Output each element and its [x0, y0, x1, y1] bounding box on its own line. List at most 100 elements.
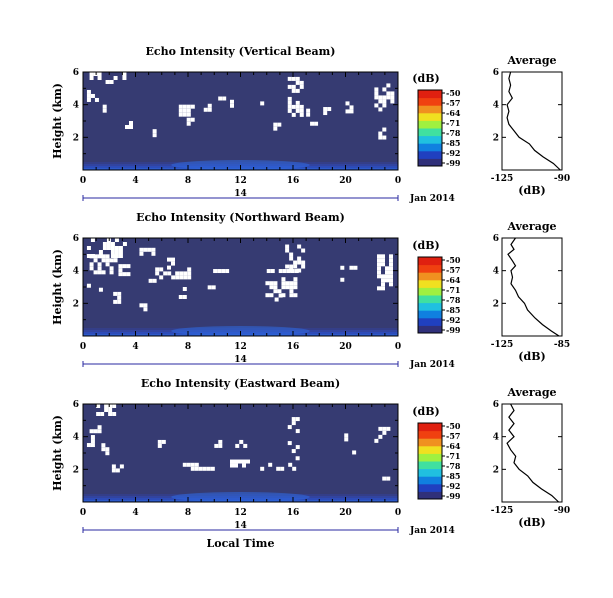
- no-data-cell: [293, 293, 298, 298]
- no-data-region: [323, 107, 332, 116]
- no-data-cell: [118, 254, 123, 258]
- heatmap-field: [83, 72, 398, 170]
- average-title: Average: [506, 54, 556, 67]
- no-data-cell: [102, 108, 107, 113]
- no-data-region: [139, 247, 156, 256]
- x-tick-label: 8: [185, 176, 191, 186]
- no-data-region: [340, 265, 345, 282]
- average-y-tick-label: 4: [493, 101, 499, 111]
- colorbar-segment: [418, 430, 442, 439]
- no-data-cell: [242, 459, 246, 464]
- no-data-cell: [285, 285, 290, 290]
- no-data-cell: [389, 254, 393, 259]
- heatmap-field: [83, 404, 398, 502]
- no-data-cell: [186, 104, 191, 109]
- no-data-cell: [374, 87, 379, 92]
- no-data-region: [285, 244, 306, 273]
- colorbar-segment: [418, 90, 442, 99]
- no-data-cell: [306, 112, 311, 117]
- no-data-region: [186, 117, 195, 126]
- average-y-tick-label: 4: [493, 433, 499, 443]
- x-tick-label: 12: [234, 342, 247, 352]
- no-data-cell: [273, 122, 278, 127]
- no-data-region: [266, 269, 299, 274]
- no-data-cell: [382, 127, 387, 132]
- x-tick-label: 8: [185, 342, 191, 352]
- no-data-cell: [377, 274, 381, 279]
- no-data-cell: [182, 104, 187, 109]
- colorbar-tick-label: -92: [446, 481, 460, 491]
- no-data-cell: [281, 293, 286, 298]
- no-data-region: [157, 439, 166, 448]
- no-data-cell: [143, 303, 148, 308]
- no-data-cell: [118, 268, 123, 273]
- no-data-cell: [114, 246, 119, 250]
- no-data-cell: [106, 242, 111, 246]
- no-data-cell: [98, 287, 103, 292]
- no-data-cell: [293, 281, 298, 286]
- no-data-cell: [105, 451, 110, 456]
- no-data-region: [213, 269, 230, 274]
- no-data-cell: [105, 262, 110, 267]
- no-data-cell: [97, 254, 102, 259]
- no-data-cell: [295, 456, 300, 461]
- y-tick-label: 4: [73, 101, 79, 111]
- x-tick-label: 4: [132, 176, 138, 186]
- no-data-cell: [175, 275, 180, 280]
- average-y-tick-label: 2: [493, 299, 499, 309]
- no-data-region: [344, 433, 349, 442]
- no-data-cell: [86, 443, 91, 448]
- no-data-cell: [101, 443, 106, 448]
- no-data-cell: [207, 103, 212, 108]
- average-x-axis-label: (dB): [518, 184, 545, 197]
- no-data-cell: [182, 287, 187, 291]
- no-data-cell: [301, 248, 306, 253]
- no-data-cell: [291, 104, 296, 109]
- no-data-cell: [110, 242, 115, 246]
- x-axis-label: Local Time: [207, 537, 275, 550]
- no-data-cell: [382, 430, 387, 435]
- no-data-cell: [281, 281, 286, 286]
- colorbar-tick-label: -85: [446, 305, 460, 315]
- x-tick-label: 16: [287, 342, 300, 352]
- no-data-region: [287, 76, 304, 117]
- colorbar: (dB) -50-57-64-71-78-85-92-99: [412, 405, 461, 501]
- no-data-region: [352, 450, 357, 455]
- no-data-cell: [297, 244, 302, 249]
- no-data-cell: [86, 283, 91, 288]
- average-x-tick-label: -90: [554, 506, 570, 516]
- no-data-cell: [186, 108, 191, 113]
- no-data-cell: [152, 278, 157, 283]
- no-data-cell: [190, 466, 195, 471]
- no-data-cell: [386, 83, 391, 88]
- no-data-cell: [129, 121, 133, 125]
- no-data-cell: [289, 289, 294, 294]
- no-data-cell: [274, 297, 279, 302]
- no-data-cell: [122, 76, 127, 80]
- colorbar-segment: [418, 453, 442, 462]
- colorbar-segment: [418, 105, 442, 114]
- no-data-cell: [186, 121, 191, 126]
- no-data-cell: [273, 281, 278, 286]
- no-data-cell: [378, 95, 383, 100]
- no-data-cell: [345, 109, 350, 114]
- no-data-cell: [293, 260, 298, 265]
- no-data-cell: [86, 246, 91, 250]
- colorbar-segment: [418, 445, 442, 454]
- colorbar-tick-label: -85: [446, 138, 460, 148]
- no-data-cell: [299, 104, 304, 109]
- no-data-cell: [104, 408, 109, 412]
- panel-title: Echo Intensity (Eastward Beam): [141, 377, 340, 390]
- no-data-cell: [93, 258, 98, 263]
- no-data-cell: [314, 121, 319, 126]
- colorbar-segment: [418, 302, 442, 311]
- colorbar-tick-label: -50: [446, 255, 461, 265]
- no-data-cell: [295, 108, 300, 113]
- no-data-cell: [287, 425, 292, 430]
- average-x-tick-label: -90: [554, 174, 570, 184]
- no-data-cell: [386, 91, 391, 96]
- no-data-cell: [291, 417, 296, 422]
- no-data-cell: [112, 404, 117, 408]
- no-data-region: [265, 277, 298, 298]
- colorbar-tick-label: -71: [446, 118, 460, 128]
